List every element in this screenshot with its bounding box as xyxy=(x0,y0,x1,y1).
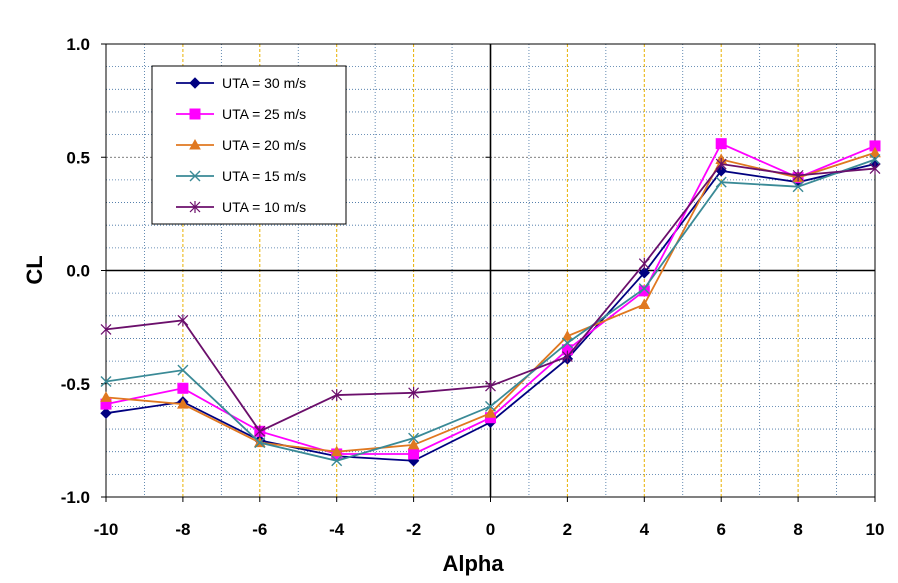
data-point xyxy=(561,330,574,341)
marker-stroke xyxy=(189,170,201,182)
data-point xyxy=(561,350,573,363)
data-point xyxy=(869,162,881,175)
data-point xyxy=(715,176,727,188)
y-tick-label: 1.0 xyxy=(66,35,90,54)
x-axis-title: Alpha xyxy=(442,551,504,576)
marker-stroke xyxy=(715,176,727,188)
axis-ticks xyxy=(101,43,876,502)
legend-swatch-marker xyxy=(189,201,201,213)
data-point xyxy=(408,432,420,444)
data-point xyxy=(330,445,343,457)
legend-swatch-marker xyxy=(189,170,201,182)
data-point xyxy=(792,181,804,193)
x-tick-label: -10 xyxy=(94,520,119,539)
legend-swatch-marker xyxy=(189,77,201,89)
data-point xyxy=(254,437,266,449)
data-point xyxy=(177,382,189,394)
x-tick-label: 4 xyxy=(640,520,650,539)
series-layer xyxy=(100,138,881,467)
marker-stroke xyxy=(254,437,266,449)
x-tick-label: -6 xyxy=(252,520,267,539)
data-point xyxy=(485,400,496,412)
data-point xyxy=(715,138,727,150)
marker-stroke xyxy=(331,455,343,467)
legend: UTA = 30 m/s UTA = 25 m/s UTA = 20 m/s UTA … xyxy=(151,65,347,225)
marker-stroke xyxy=(100,375,112,387)
data-point xyxy=(638,298,651,309)
legend-label: UTA = 20 m/s xyxy=(222,137,306,153)
legend-swatch-marker xyxy=(189,108,201,120)
marker-stroke xyxy=(177,364,189,376)
data-point xyxy=(177,314,189,327)
data-point xyxy=(869,146,881,158)
legend-label: UTA = 30 m/s xyxy=(222,75,306,91)
data-point xyxy=(638,257,650,270)
data-point xyxy=(792,169,804,182)
data-point xyxy=(331,389,343,402)
y-axis-title: CL xyxy=(22,255,47,284)
legend-item: UTA = 10 m/s xyxy=(176,199,306,215)
x-tick-label: 10 xyxy=(866,520,885,539)
legend-swatch-marker xyxy=(189,138,201,150)
legend-item: UTA = 30 m/s xyxy=(176,75,306,91)
x-tick-label: -4 xyxy=(329,520,345,539)
x-tick-label: 2 xyxy=(563,520,572,539)
data-point xyxy=(331,455,343,467)
data-point xyxy=(408,386,420,399)
data-point xyxy=(638,267,651,279)
x-tick-label: -8 xyxy=(175,520,190,539)
x-tick-label: 6 xyxy=(716,520,725,539)
legend-item: UTA = 15 m/s xyxy=(176,168,306,184)
data-point xyxy=(177,398,189,409)
marker-stroke xyxy=(638,283,650,295)
data-point xyxy=(408,448,420,460)
data-point xyxy=(100,407,112,419)
y-tick-label: 0.5 xyxy=(66,148,90,167)
marker-stroke xyxy=(561,337,573,349)
y-tick-label: -0.5 xyxy=(61,375,90,394)
data-point xyxy=(638,283,650,295)
data-point xyxy=(715,158,727,171)
series-uta-15 xyxy=(100,154,881,467)
x-tick-label: 8 xyxy=(793,520,802,539)
marker-stroke xyxy=(408,432,420,444)
data-point xyxy=(484,407,497,418)
legend-item: UTA = 25 m/s xyxy=(176,106,306,122)
data-point xyxy=(177,364,189,376)
x-tick-label: 0 xyxy=(486,520,495,539)
marker-stroke xyxy=(485,400,496,412)
data-point xyxy=(100,323,112,336)
data-point xyxy=(254,425,266,438)
data-point xyxy=(638,285,650,297)
x-tick-label: -2 xyxy=(406,520,421,539)
data-point xyxy=(485,380,496,393)
legend-item: UTA = 20 m/s xyxy=(176,137,306,153)
y-tick-label: 0.0 xyxy=(66,262,90,281)
data-point xyxy=(561,337,573,349)
series-uta-10 xyxy=(100,158,881,438)
data-point xyxy=(869,154,881,166)
marker-stroke xyxy=(869,154,881,166)
x-tick-labels: -10 -8 -6 -4 -2 0 2 4 6 8 10 xyxy=(94,520,885,539)
y-tick-labels: -1.0 -0.5 0.0 0.5 1.0 xyxy=(61,35,90,507)
data-point xyxy=(100,391,112,402)
legend-label: UTA = 15 m/s xyxy=(222,168,306,184)
legend-label: UTA = 25 m/s xyxy=(222,106,306,122)
data-point xyxy=(100,375,112,387)
y-tick-label: -1.0 xyxy=(61,488,90,507)
legend-label: UTA = 10 m/s xyxy=(222,199,306,215)
marker-stroke xyxy=(792,181,804,193)
data-point xyxy=(407,438,420,450)
